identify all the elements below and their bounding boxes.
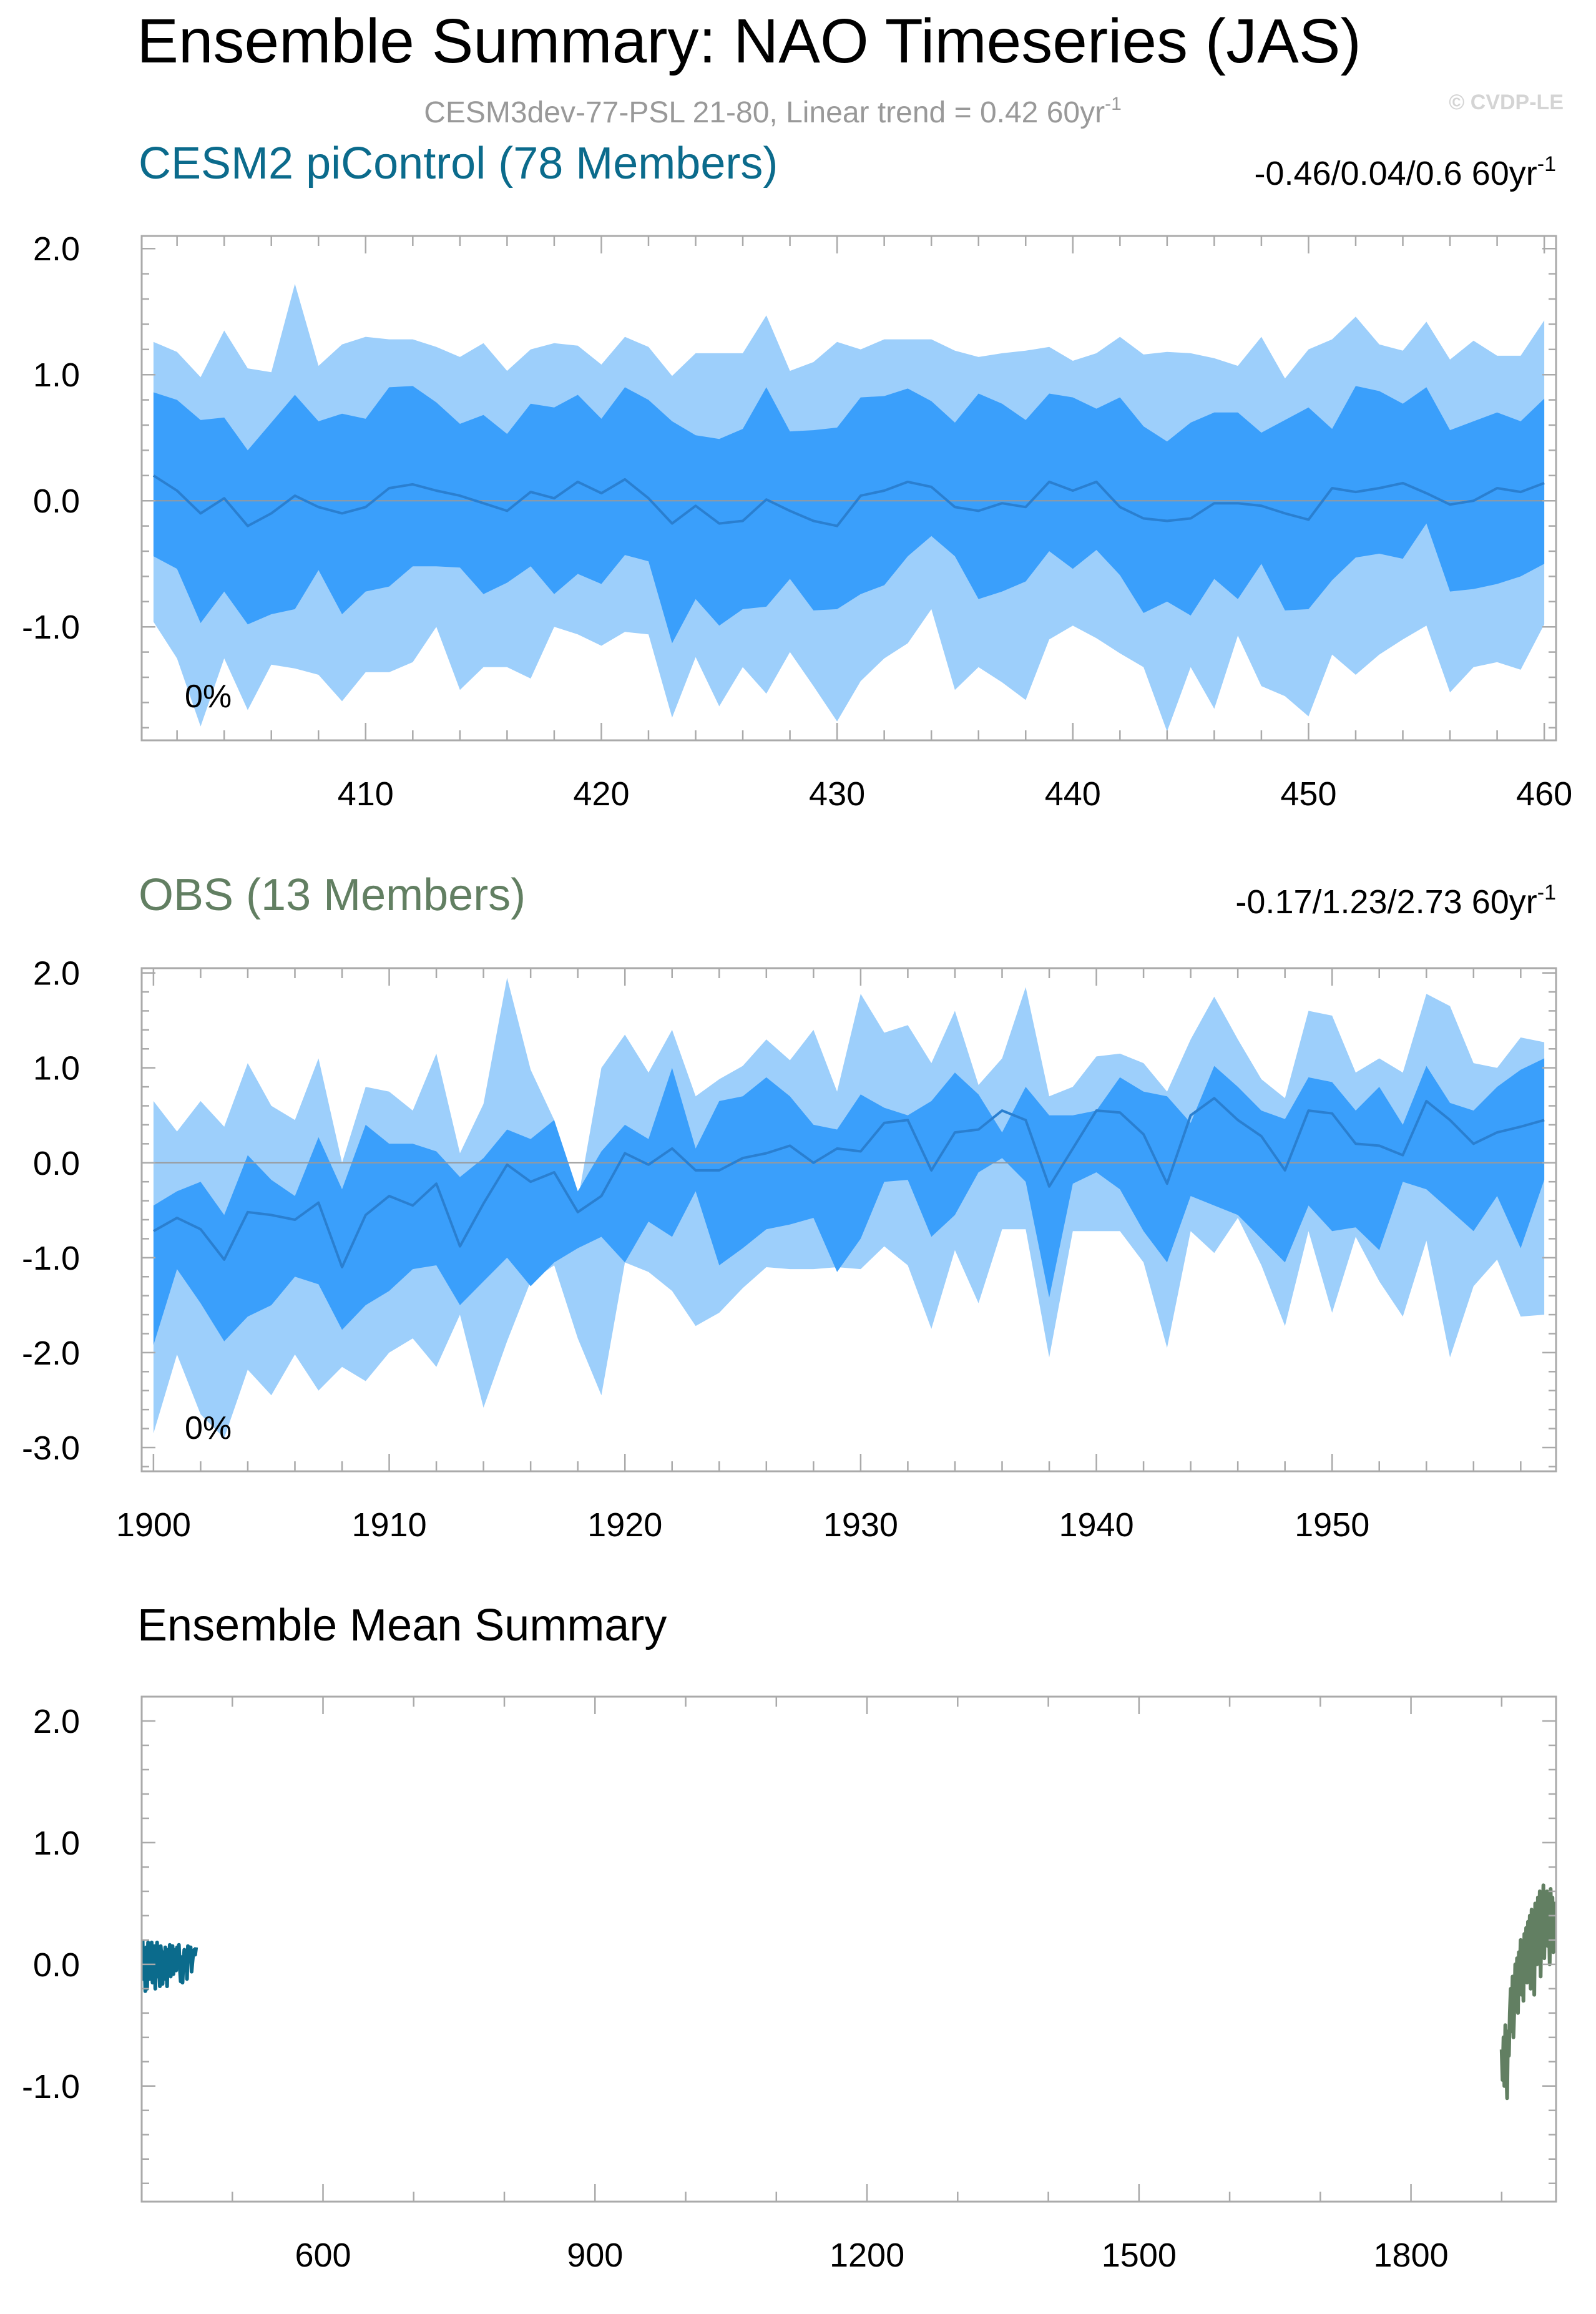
cesm2-trend-superscript: -1 bbox=[1537, 152, 1556, 176]
subtitle-text: CESM3dev-77-PSL 21-80, Linear trend = 0.… bbox=[424, 96, 1105, 129]
cesm2-y-tick-label: -1.0 bbox=[22, 609, 80, 646]
obs-panel-title: OBS (13 Members) bbox=[139, 870, 526, 920]
obs-percent-label: 0% bbox=[185, 1410, 232, 1446]
watermark: © CVDP-LE bbox=[1449, 91, 1564, 114]
cesm2-trend-label: -0.46/0.04/0.6 60yr-1 bbox=[1254, 152, 1556, 192]
ensemble-mean-line-cesm2 bbox=[140, 1939, 198, 1993]
obs-x-tick-label: 1910 bbox=[351, 1506, 426, 1544]
cesm2-y-tick-label: 1.0 bbox=[33, 356, 80, 394]
cesm2-x-tick-label: 430 bbox=[809, 775, 865, 813]
ensemble-mean-panel: Ensemble Mean Summary 2.0 1.0 0.0 -1.0 600 90… bbox=[22, 1601, 1557, 2274]
obs-y-tick-label: 1.0 bbox=[33, 1050, 80, 1087]
ensemble-mean-line-obs bbox=[1499, 1883, 1557, 2101]
obs-x-tick-label: 1930 bbox=[823, 1506, 898, 1544]
obs-panel: OBS (13 Members) -0.17/1.23/2.73 60yr-1 … bbox=[22, 870, 1557, 1544]
obs-y-tick-label: 2.0 bbox=[33, 955, 80, 993]
mean-y-tick-label: 2.0 bbox=[33, 1703, 80, 1740]
mean-plot-frame bbox=[140, 1695, 1557, 2203]
obs-x-tick-label: 1950 bbox=[1295, 1506, 1369, 1544]
ensemble-mean-title: Ensemble Mean Summary bbox=[137, 1601, 667, 1650]
mean-x-tick-label: 1800 bbox=[1374, 2237, 1449, 2274]
mean-y-tick-label: -1.0 bbox=[22, 2068, 80, 2106]
cesm2-y-tick-label: 0.0 bbox=[33, 483, 80, 520]
obs-y-tick-label: -1.0 bbox=[22, 1240, 80, 1277]
obs-trend-superscript: -1 bbox=[1537, 881, 1556, 905]
subtitle-superscript: -1 bbox=[1105, 94, 1122, 114]
cesm2-x-tick-label: 420 bbox=[573, 775, 629, 813]
obs-trend-text: -0.17/1.23/2.73 60yr bbox=[1235, 883, 1537, 921]
figure-subtitle: CESM3dev-77-PSL 21-80, Linear trend = 0.… bbox=[424, 94, 1122, 129]
obs-y-tick-label: 0.0 bbox=[33, 1145, 80, 1182]
cesm2-y-tick-label: 2.0 bbox=[33, 230, 80, 268]
obs-ensemble-mean-line bbox=[152, 1097, 1545, 1268]
mean-x-tick-label: 900 bbox=[567, 2237, 623, 2274]
cesm2-trend-text: -0.46/0.04/0.6 60yr bbox=[1254, 155, 1537, 192]
cesm2-x-tick-label: 410 bbox=[338, 775, 394, 813]
mean-x-tick-label: 1200 bbox=[830, 2237, 904, 2274]
obs-p16-p84-band bbox=[153, 1058, 1545, 1345]
cesm2-x-tick-label: 440 bbox=[1045, 775, 1101, 813]
obs-trend-label: -0.17/1.23/2.73 60yr-1 bbox=[1235, 881, 1556, 921]
cesm2-panel-title: CESM2 piControl (78 Members) bbox=[139, 139, 778, 189]
cesm2-picontrol-panel: CESM2 piControl (78 Members) -0.46/0.04/… bbox=[22, 139, 1572, 813]
cesm2-percent-label: 0% bbox=[185, 679, 232, 715]
obs-x-tick-label: 1940 bbox=[1059, 1506, 1133, 1544]
obs-y-tick-label: -2.0 bbox=[22, 1335, 80, 1372]
obs-x-tick-label: 1920 bbox=[587, 1506, 662, 1544]
mean-x-tick-label: 600 bbox=[295, 2237, 351, 2274]
cesm2-ensemble-mean-line bbox=[152, 474, 1545, 527]
cesm2-x-tick-label: 460 bbox=[1516, 775, 1572, 813]
obs-x-tick-label: 1900 bbox=[116, 1506, 191, 1544]
cesm2-plot-frame bbox=[140, 235, 1557, 742]
mean-y-tick-label: 0.0 bbox=[33, 1946, 80, 1984]
cesm2-p16-p84-band bbox=[153, 386, 1545, 644]
figure-title: Ensemble Summary: NAO Timeseries (JAS) bbox=[137, 6, 1361, 76]
mean-x-tick-label: 1500 bbox=[1102, 2237, 1177, 2274]
mean-y-tick-label: 1.0 bbox=[33, 1825, 80, 1862]
cesm2-x-tick-label: 450 bbox=[1280, 775, 1336, 813]
obs-y-tick-label: -3.0 bbox=[22, 1429, 80, 1467]
